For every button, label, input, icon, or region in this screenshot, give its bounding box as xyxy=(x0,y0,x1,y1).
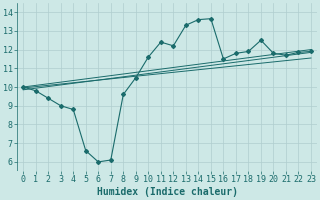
X-axis label: Humidex (Indice chaleur): Humidex (Indice chaleur) xyxy=(97,187,237,197)
